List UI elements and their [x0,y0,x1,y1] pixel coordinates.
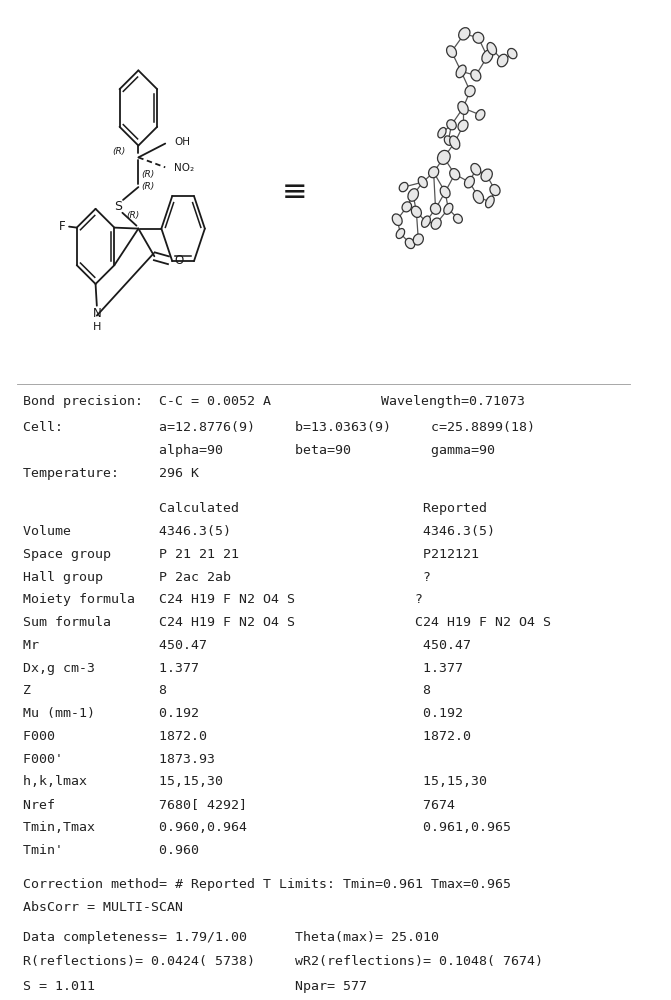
Text: F: F [58,220,65,233]
Ellipse shape [402,202,411,212]
Ellipse shape [431,218,442,229]
Ellipse shape [490,185,500,196]
Text: Z                8                                8: Z 8 8 [23,684,431,697]
Ellipse shape [437,128,446,138]
Ellipse shape [473,191,484,203]
Text: (R): (R) [126,211,140,220]
Text: Cell:            a=12.8776(9)     b=13.0363(9)     c=25.8899(18): Cell: a=12.8776(9) b=13.0363(9) c=25.889… [23,421,535,434]
Text: h,k,lmax         15,15,30                         15,15,30: h,k,lmax 15,15,30 15,15,30 [23,775,487,788]
Ellipse shape [458,120,468,131]
Text: Moiety formula   C24 H19 F N2 O4 S               ?: Moiety formula C24 H19 F N2 O4 S ? [23,593,423,606]
Ellipse shape [450,169,460,180]
Ellipse shape [431,203,441,214]
Text: S = 1.011                         Npar= 577: S = 1.011 Npar= 577 [23,980,367,993]
Ellipse shape [456,65,466,78]
Text: Temperature:     296 K: Temperature: 296 K [23,467,199,480]
Text: O: O [174,254,183,267]
Text: N: N [93,307,101,320]
Ellipse shape [458,102,468,114]
Ellipse shape [471,70,481,81]
Text: OH: OH [174,137,190,147]
Ellipse shape [486,196,495,208]
Ellipse shape [413,234,423,245]
Text: ≡: ≡ [282,178,308,207]
Ellipse shape [471,163,480,175]
Ellipse shape [408,189,419,201]
Ellipse shape [473,32,484,43]
Ellipse shape [399,182,408,192]
Text: AbsCorr = MULTI-SCAN: AbsCorr = MULTI-SCAN [23,901,183,914]
Ellipse shape [396,229,405,239]
Ellipse shape [418,177,427,188]
Text: Dx,g cm-3        1.377                            1.377: Dx,g cm-3 1.377 1.377 [23,662,464,675]
Ellipse shape [450,136,460,149]
Ellipse shape [507,48,517,59]
Ellipse shape [454,214,462,223]
Ellipse shape [447,46,456,57]
Ellipse shape [437,150,450,164]
Ellipse shape [405,238,415,249]
Text: Hall group       P 2ac 2ab                        ?: Hall group P 2ac 2ab ? [23,571,431,584]
Ellipse shape [481,169,493,181]
Text: Space group      P 21 21 21                       P212121: Space group P 21 21 21 P212121 [23,548,479,561]
Text: H: H [93,322,101,332]
Ellipse shape [497,54,508,67]
Ellipse shape [487,43,497,55]
Text: (R): (R) [141,170,154,179]
Ellipse shape [464,176,474,188]
Text: S: S [114,200,122,213]
Text: Mr               450.47                           450.47: Mr 450.47 450.47 [23,639,471,652]
Ellipse shape [411,206,421,217]
Ellipse shape [444,203,453,214]
Text: Calculated                       Reported: Calculated Reported [23,502,487,515]
Text: Nref             7680[ 4292]                      7674: Nref 7680[ 4292] 7674 [23,798,456,811]
Ellipse shape [429,167,439,178]
Ellipse shape [465,86,475,97]
Text: (R): (R) [141,182,154,191]
Ellipse shape [393,214,402,225]
Text: Data completeness= 1.79/1.00      Theta(max)= 25.010: Data completeness= 1.79/1.00 Theta(max)=… [23,931,440,944]
Text: Tmin,Tmax        0.960,0.964                      0.961,0.965: Tmin,Tmax 0.960,0.964 0.961,0.965 [23,821,511,834]
Text: R(reflections)= 0.0424( 5738)     wR2(reflections)= 0.1048( 7674): R(reflections)= 0.0424( 5738) wR2(reflec… [23,955,544,968]
Text: Wavelength=0.71073: Wavelength=0.71073 [381,395,525,408]
Ellipse shape [421,216,430,227]
Text: (R): (R) [112,147,125,156]
Ellipse shape [444,136,452,145]
Text: NO₂: NO₂ [174,163,195,173]
Text: Sum formula      C24 H19 F N2 O4 S               C24 H19 F N2 O4 S: Sum formula C24 H19 F N2 O4 S C24 H19 F … [23,616,552,629]
Text: Mu (mm-1)        0.192                            0.192: Mu (mm-1) 0.192 0.192 [23,707,464,720]
Text: Volume           4346.3(5)                        4346.3(5): Volume 4346.3(5) 4346.3(5) [23,525,495,538]
Ellipse shape [459,28,470,40]
Text: F000'            1873.93: F000' 1873.93 [23,753,215,766]
Ellipse shape [482,50,493,63]
Ellipse shape [440,186,450,198]
Text: Bond precision:  C-C = 0.0052 A: Bond precision: C-C = 0.0052 A [23,395,271,408]
Ellipse shape [476,110,485,120]
Text: Correction method= # Reported T Limits: Tmin=0.961 Tmax=0.965: Correction method= # Reported T Limits: … [23,878,511,891]
Text: Tmin'            0.960: Tmin' 0.960 [23,844,199,857]
Text: alpha=90         beta=90          gamma=90: alpha=90 beta=90 gamma=90 [23,444,495,457]
Ellipse shape [447,120,456,130]
Text: F000             1872.0                           1872.0: F000 1872.0 1872.0 [23,730,471,743]
